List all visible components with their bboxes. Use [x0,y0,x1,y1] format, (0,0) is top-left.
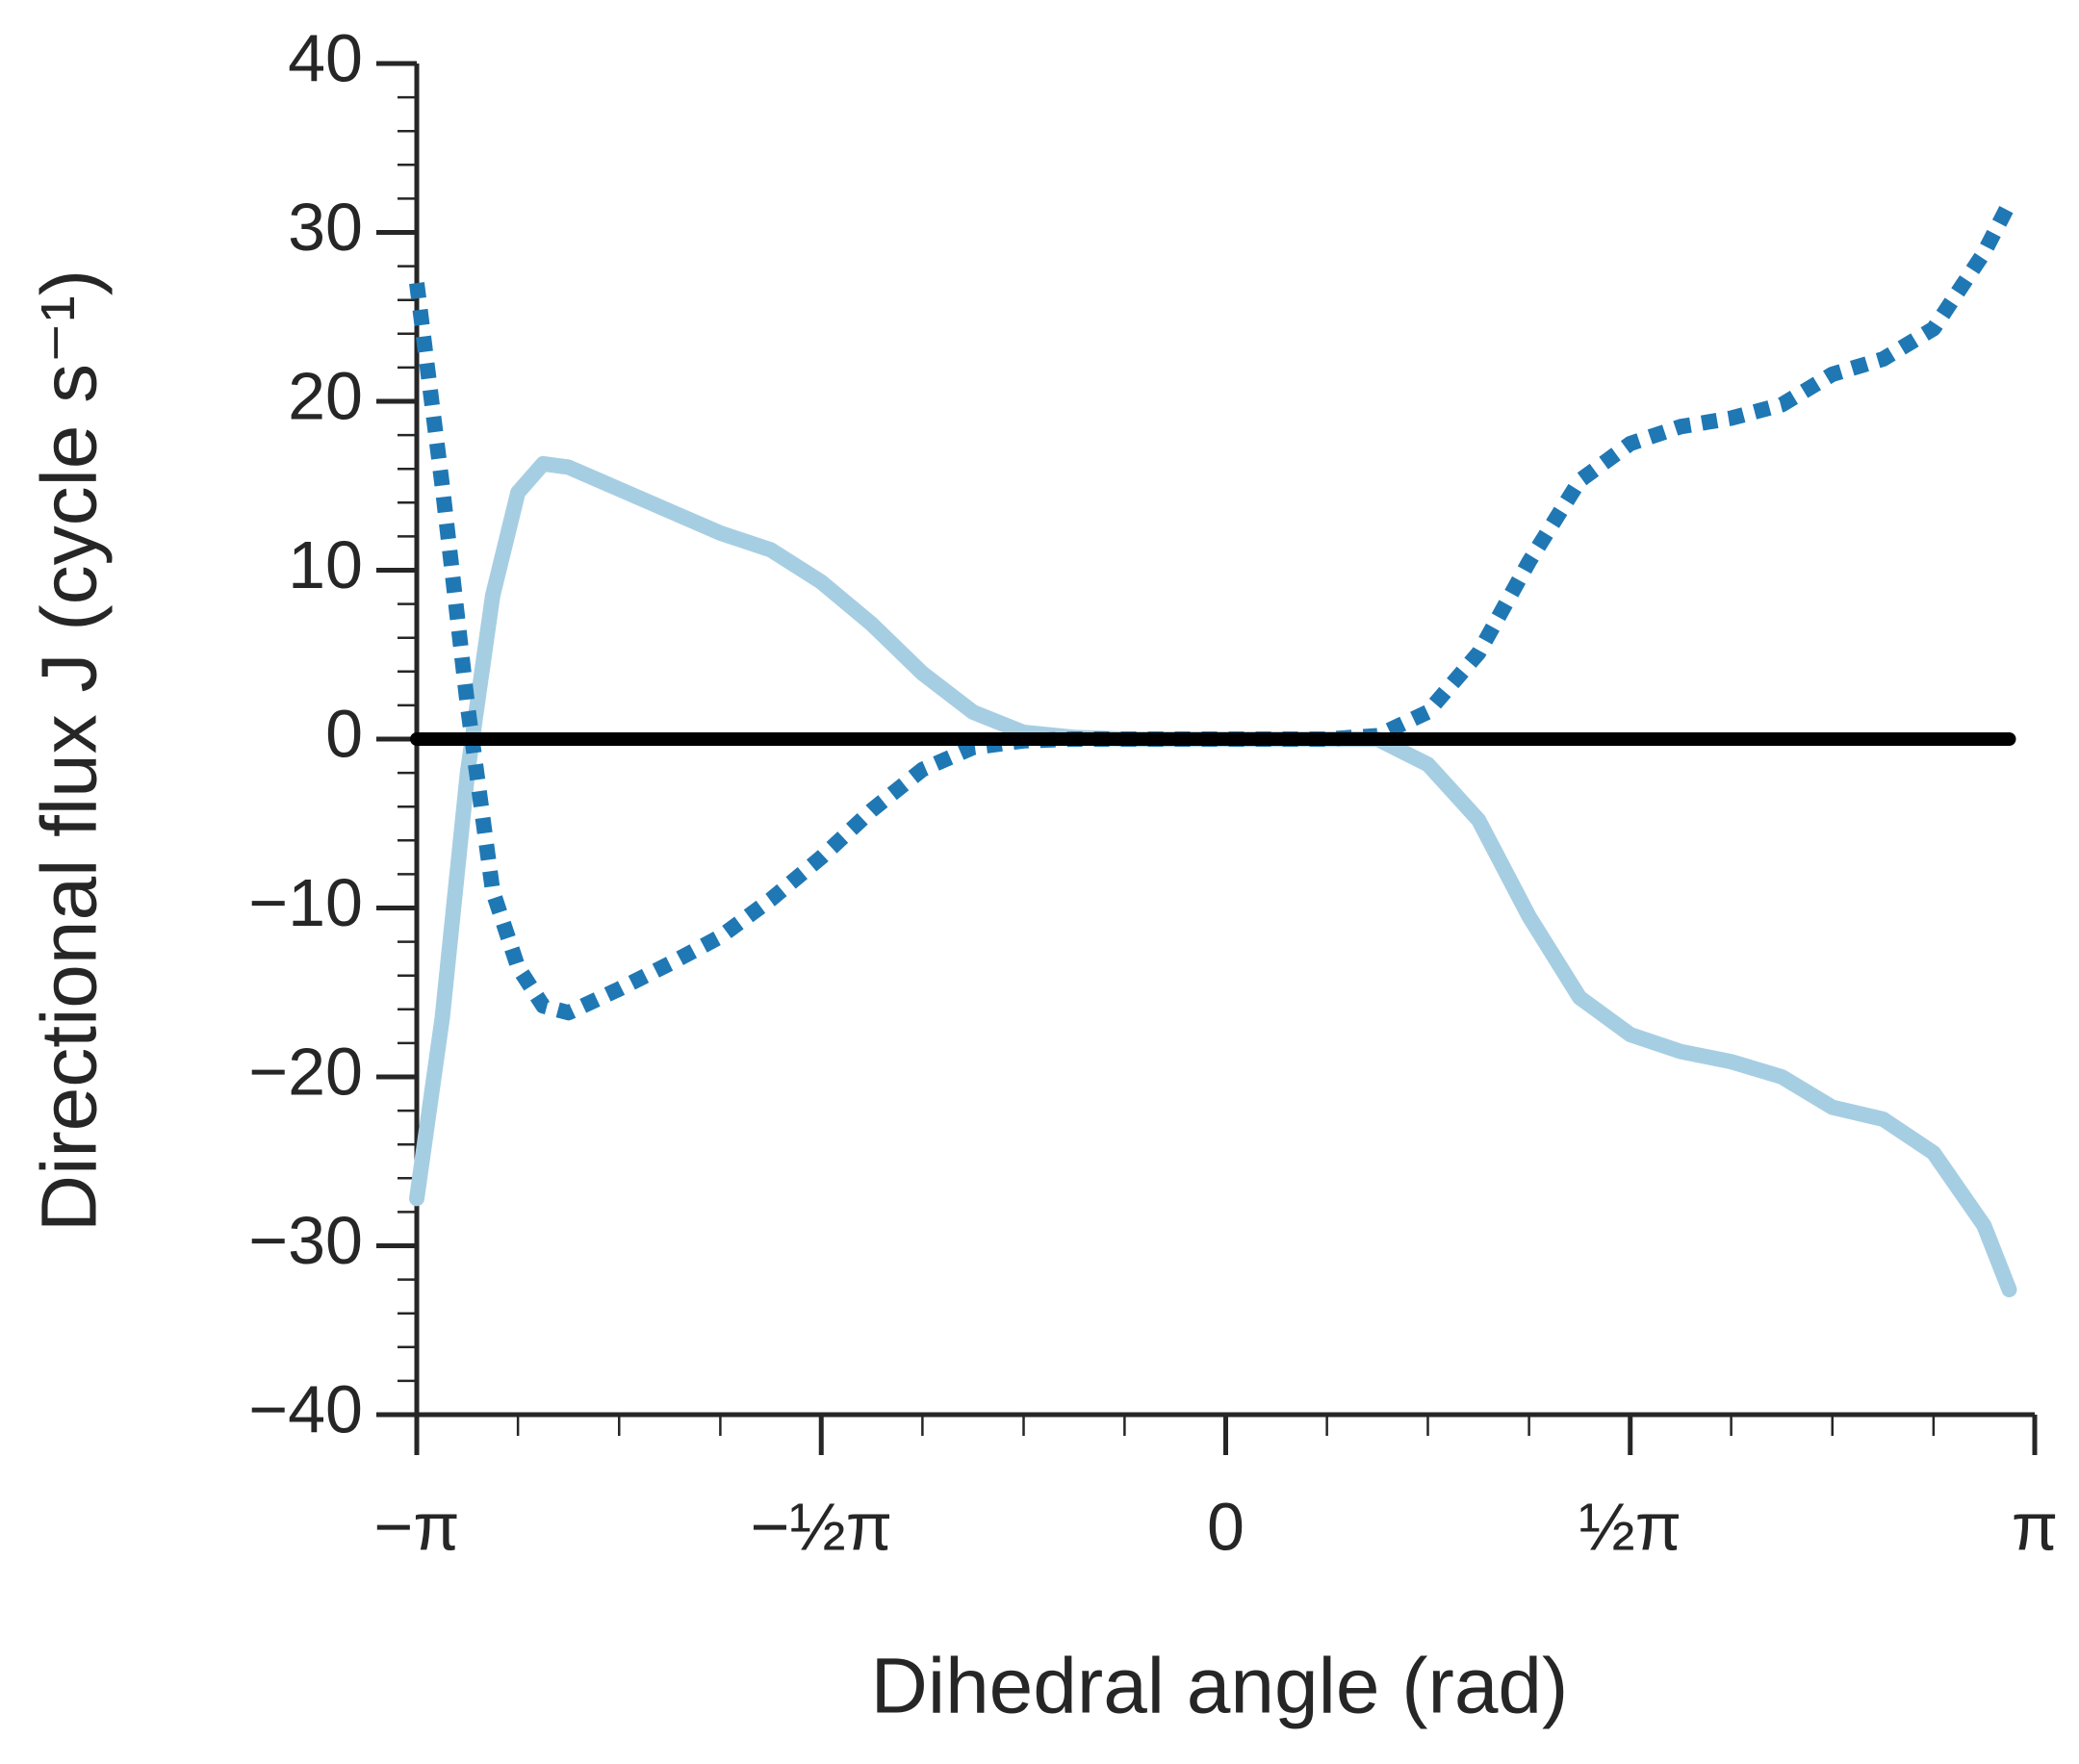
y-tick-label: 40 [288,20,363,95]
x-tick-label: ½π [1578,1489,1681,1564]
y-tick-label: 20 [288,358,363,433]
y-tick-label: −20 [248,1034,363,1109]
y-tick-label: 0 [325,696,363,771]
y-tick-label: −40 [248,1371,363,1446]
x-tick-label: π [2012,1489,2058,1564]
y-tick-label: 30 [288,190,363,265]
y-tick-label: −30 [248,1203,363,1278]
x-tick-label: −π [373,1489,459,1564]
y-tick-label: 10 [288,527,363,602]
series-line [409,455,2017,1298]
y-tick-label: −10 [248,865,363,940]
x-axis-label: Dihedral angle (rad) [871,1643,1569,1730]
x-tick-label: −½π [750,1489,892,1564]
x-tick-label: 0 [1207,1489,1245,1564]
y-axis-label: Directional flux J (cycle s⁻¹) [26,269,114,1232]
series-line [409,200,2016,1021]
